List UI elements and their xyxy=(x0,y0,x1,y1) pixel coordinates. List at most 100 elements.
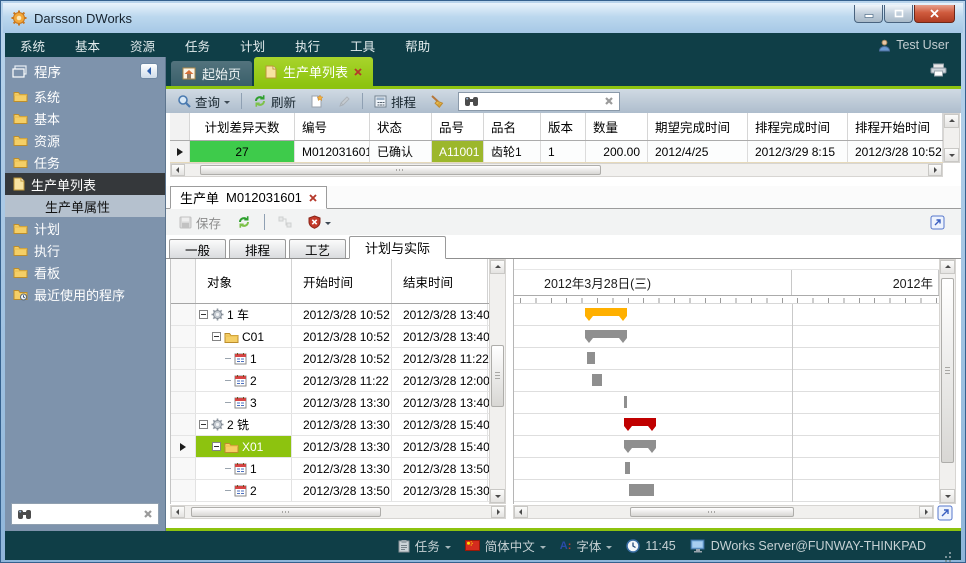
gantt-vscrollbar[interactable] xyxy=(939,259,956,504)
tree-vscrollbar[interactable] xyxy=(489,259,506,504)
close-detail-tab-icon[interactable] xyxy=(309,193,317,202)
subtab-4[interactable]: 计划与实际 xyxy=(349,236,447,259)
title-bar[interactable]: Darsson DWorks xyxy=(3,3,963,33)
grid-search-input[interactable] xyxy=(483,93,601,109)
sidebar-item-8[interactable]: 执行 xyxy=(5,239,165,261)
sidebar-search-input[interactable] xyxy=(36,506,139,522)
refresh-detail-button[interactable] xyxy=(231,213,257,231)
sidebar-item-9[interactable]: 看板 xyxy=(5,261,165,283)
scroll-left-button[interactable] xyxy=(514,506,528,518)
scroll-thumb[interactable] xyxy=(491,344,504,408)
scroll-left-button[interactable] xyxy=(171,506,185,518)
resize-grip[interactable] xyxy=(940,547,951,558)
new-button[interactable] xyxy=(304,92,330,110)
scroll-thumb[interactable] xyxy=(199,165,602,175)
sidebar-item-1[interactable]: 系统 xyxy=(5,85,165,107)
close-tab-icon[interactable] xyxy=(354,67,362,76)
subtab-1[interactable]: 一般 xyxy=(169,239,227,258)
subtab-2[interactable]: 排程 xyxy=(229,239,287,258)
tab-start-page[interactable]: 起始页 xyxy=(171,61,253,86)
tree-row-6[interactable]: 2 铣 2012/3/28 13:30 2012/3/28 15:40 xyxy=(171,414,490,436)
column-header-sstart[interactable]: 排程开始时间 xyxy=(848,113,943,140)
column-header-name[interactable]: 品名 xyxy=(484,113,541,140)
query-button[interactable]: 查询 xyxy=(171,90,236,113)
scroll-up-button[interactable] xyxy=(490,260,505,274)
sidebar-item-2[interactable]: 基本 xyxy=(5,107,165,129)
column-header-no[interactable]: 编号 xyxy=(295,113,370,140)
scroll-left-button[interactable] xyxy=(171,164,185,176)
clear-grid-search-button[interactable] xyxy=(604,96,614,106)
tree-column-header-1[interactable]: 对象 xyxy=(196,259,292,303)
orders-vscrollbar[interactable] xyxy=(943,113,960,163)
maximize-button[interactable] xyxy=(884,5,913,23)
scroll-up-button[interactable] xyxy=(940,260,955,274)
column-header-sfin[interactable]: 排程完成时间 xyxy=(748,113,848,140)
user-menu[interactable]: Test User xyxy=(878,38,961,52)
orders-hscrollbar[interactable] xyxy=(170,163,943,177)
collapse-icon[interactable] xyxy=(212,442,221,451)
column-header-status[interactable]: 状态 xyxy=(370,113,432,140)
clean-button[interactable] xyxy=(424,92,450,110)
tree-row-9[interactable]: 2 2012/3/28 13:50 2012/3/28 15:30 xyxy=(171,480,490,502)
gantt-hscrollbar[interactable] xyxy=(513,505,934,519)
scroll-down-button[interactable] xyxy=(940,489,955,503)
tree-row-4[interactable]: 2 2012/3/28 11:22 2012/3/28 12:00 xyxy=(171,370,490,392)
minimize-button[interactable] xyxy=(854,5,883,23)
scroll-thumb[interactable] xyxy=(941,278,954,464)
menu-item-5[interactable]: 计划 xyxy=(240,39,266,54)
sidebar-item-4[interactable]: 任务 xyxy=(5,151,165,173)
gantt-bar-row-2[interactable] xyxy=(585,330,627,343)
sidebar-item-6[interactable]: 生产单属性 xyxy=(5,195,165,217)
column-header-qty[interactable]: 数量 xyxy=(586,113,648,140)
gantt-bar-row-1[interactable] xyxy=(585,308,627,321)
tree-row-2[interactable]: C01 2012/3/28 10:52 2012/3/28 13:40 xyxy=(171,326,490,348)
tab-order-list[interactable]: 生产单列表 xyxy=(254,57,374,86)
tree-hscrollbar[interactable] xyxy=(170,505,506,519)
scroll-right-button[interactable] xyxy=(919,506,933,518)
collapse-icon[interactable] xyxy=(212,332,221,341)
menu-item-3[interactable]: 资源 xyxy=(130,39,156,54)
sidebar-item-7[interactable]: 计划 xyxy=(5,217,165,239)
sidebar-collapse-button[interactable] xyxy=(140,63,158,79)
menu-item-4[interactable]: 任务 xyxy=(185,39,211,54)
collapse-icon[interactable] xyxy=(199,310,208,319)
scroll-thumb[interactable] xyxy=(629,507,794,517)
schedule-button[interactable]: 排程 xyxy=(368,90,422,113)
edit-button[interactable] xyxy=(332,93,357,110)
gantt-bar-row-7[interactable] xyxy=(624,440,656,453)
tab-order-detail[interactable]: 生产单 M012031601 xyxy=(170,186,327,209)
gantt-bar-row-4[interactable] xyxy=(592,374,602,386)
scroll-up-button[interactable] xyxy=(944,114,959,128)
gantt-bar-row-3[interactable] xyxy=(587,352,595,364)
open-in-window-button[interactable] xyxy=(930,215,945,230)
link-button[interactable] xyxy=(272,214,298,230)
tree-row-7[interactable]: X01 2012/3/28 13:30 2012/3/28 15:40 xyxy=(171,436,490,458)
gantt-bar-row-5[interactable] xyxy=(624,396,627,408)
sidebar-item-3[interactable]: 资源 xyxy=(5,129,165,151)
close-button[interactable] xyxy=(914,5,955,23)
subtab-3[interactable]: 工艺 xyxy=(289,239,347,258)
status-language[interactable]: 简体中文 xyxy=(464,536,546,555)
tree-row-3[interactable]: 1 2012/3/28 10:52 2012/3/28 11:22 xyxy=(171,348,489,370)
tree-row-8[interactable]: 1 2012/3/28 13:30 2012/3/28 13:50 xyxy=(171,458,490,480)
gantt-bar-row-6[interactable] xyxy=(624,418,656,431)
order-row[interactable]: 27 M012031601 已确认 A11001 齿轮1 1 200.00 2012/4/25… xyxy=(170,141,943,163)
menu-item-6[interactable]: 执行 xyxy=(295,39,321,54)
gantt-bar-row-8[interactable] xyxy=(625,462,630,474)
tree-row-1[interactable]: 1 车 2012/3/28 10:52 2012/3/28 13:40 xyxy=(171,304,490,326)
scroll-right-button[interactable] xyxy=(491,506,505,518)
scroll-right-button[interactable] xyxy=(928,164,942,176)
sidebar-item-10[interactable]: 最近使用的程序 xyxy=(5,283,165,305)
menu-item-1[interactable]: 系统 xyxy=(20,39,46,54)
gantt-bar-row-9[interactable] xyxy=(629,484,654,496)
menu-item-2[interactable]: 基本 xyxy=(75,39,101,54)
tree-row-5[interactable]: 3 2012/3/28 13:30 2012/3/28 13:40 xyxy=(171,392,490,414)
column-header-expect[interactable]: 期望完成时间 xyxy=(648,113,748,140)
column-header-ver[interactable]: 版本 xyxy=(541,113,586,140)
scroll-down-button[interactable] xyxy=(490,489,505,503)
print-button[interactable] xyxy=(930,63,947,80)
tree-column-header-3[interactable]: 结束时间 xyxy=(392,259,488,303)
save-button[interactable]: 保存 xyxy=(173,211,227,234)
refresh-button[interactable]: 刷新 xyxy=(247,90,302,113)
status-task[interactable]: 任务 xyxy=(398,536,451,555)
